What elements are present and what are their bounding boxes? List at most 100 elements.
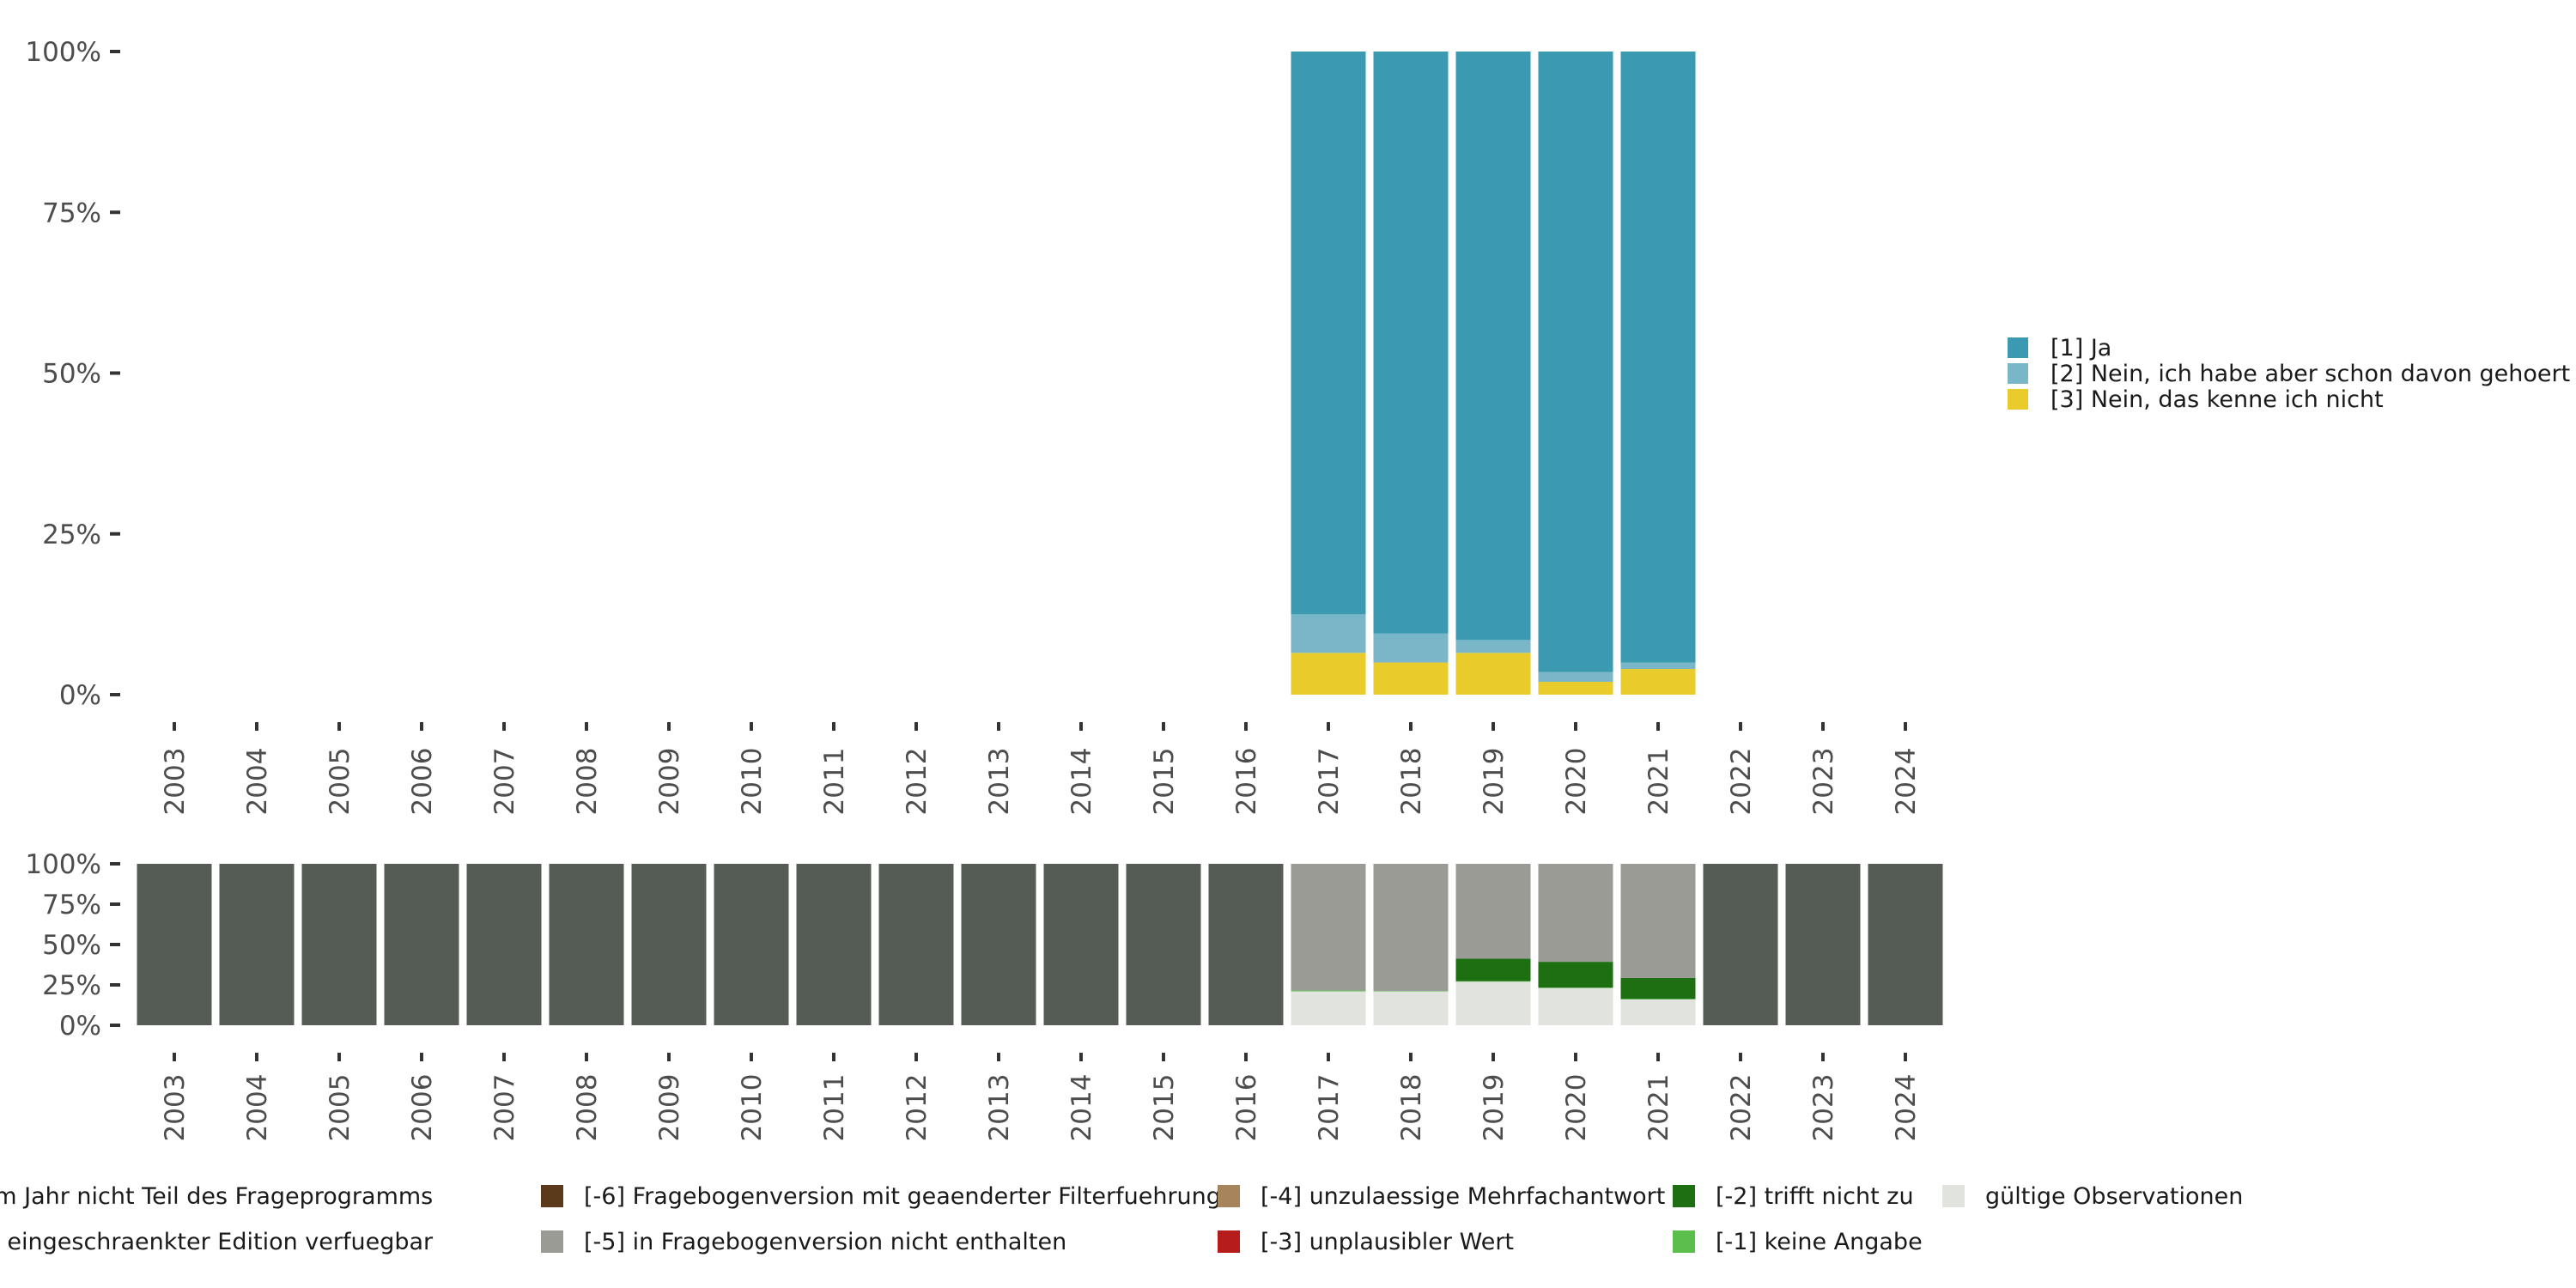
bottom-bar-2018-1-keine-angabe bbox=[1373, 990, 1449, 992]
top-x-tick-label-2013: 2013 bbox=[984, 748, 1015, 816]
bottom-bar-2011-8-frage-in-diesem-jahr-nicht-teil-des-frageprogramms bbox=[796, 864, 872, 1025]
top-x-tick-label-2014: 2014 bbox=[1066, 748, 1097, 816]
legend-right-swatch-3 bbox=[2008, 389, 2028, 410]
bottom-x-tick-label-2020: 2020 bbox=[1561, 1074, 1592, 1142]
top-x-tick-label-2007: 2007 bbox=[489, 748, 520, 816]
legend-bottom: [-8] Frage in diesem Jahr nicht Teil des… bbox=[0, 1183, 2243, 1255]
bottom-bar-2013-8-frage-in-diesem-jahr-nicht-teil-des-frageprogramms bbox=[961, 864, 1036, 1025]
top-y-tick-label: 0% bbox=[59, 680, 101, 711]
bottom-x-tick-label-2005: 2005 bbox=[325, 1074, 355, 1142]
bottom-x-tick-label-2006: 2006 bbox=[407, 1074, 438, 1142]
bottom-bar-2018-5-in-fragebogenversion-nicht-enthalten bbox=[1373, 864, 1449, 991]
legend-bottom-swatch-9 bbox=[1942, 1185, 1965, 1207]
bottom-bar-2017-g-ltige-observationen bbox=[1291, 991, 1366, 1025]
bottom-bar-2007-8-frage-in-diesem-jahr-nicht-teil-des-frageprogramms bbox=[466, 864, 542, 1025]
bottom-bar-2005-8-frage-in-diesem-jahr-nicht-teil-des-frageprogramms bbox=[301, 864, 377, 1025]
top-x-tick-label-2009: 2009 bbox=[654, 748, 685, 816]
bottom-bar-2022-8-frage-in-diesem-jahr-nicht-teil-des-frageprogramms bbox=[1703, 864, 1778, 1025]
bottom-x-tick-label-2021: 2021 bbox=[1643, 1074, 1674, 1142]
legend-right-label-2: [2] Nein, ich habe aber schon davon geho… bbox=[2050, 361, 2570, 387]
bottom-bar-2019-5-in-fragebogenversion-nicht-enthalten bbox=[1455, 864, 1531, 959]
bottom-bar-2012-8-frage-in-diesem-jahr-nicht-teil-des-frageprogramms bbox=[878, 864, 954, 1025]
bottom-x-tick-label-2016: 2016 bbox=[1231, 1074, 1262, 1142]
top-bar-2019-3-nein-das-kenne-ich-nicht bbox=[1455, 653, 1531, 695]
bottom-bar-2020-5-in-fragebogenversion-nicht-enthalten bbox=[1538, 864, 1613, 963]
bottom-bar-2017-1-keine-angabe bbox=[1291, 990, 1366, 992]
top-x-tick-label-2022: 2022 bbox=[1726, 748, 1757, 816]
top-bar-2017-2-nein-ich-habe-aber-schon-davon-gehoert bbox=[1291, 614, 1366, 653]
top-x-tick-label-2012: 2012 bbox=[902, 748, 933, 816]
top-x-tick-label-2004: 2004 bbox=[242, 748, 273, 816]
bottom-x-tick-label-2018: 2018 bbox=[1396, 1074, 1427, 1142]
bottom-y-tick-label: 100% bbox=[25, 849, 101, 880]
bottom-bar-2008-8-frage-in-diesem-jahr-nicht-teil-des-frageprogramms bbox=[549, 864, 624, 1025]
bottom-x-tick-label-2008: 2008 bbox=[572, 1074, 603, 1142]
bottom-y-tick-label: 0% bbox=[59, 1011, 101, 1042]
bottom-bar-2018-g-ltige-observationen bbox=[1373, 991, 1449, 1025]
legend-bottom-swatch-6 bbox=[1218, 1230, 1240, 1253]
top-x-tick-label-2006: 2006 bbox=[407, 748, 438, 816]
legend-bottom-label-8: [-1] keine Angabe bbox=[1716, 1229, 1923, 1255]
top-x-tick-label-2015: 2015 bbox=[1149, 748, 1180, 816]
bottom-y-tick-label: 25% bbox=[42, 970, 101, 1001]
top-x-tick-label-2019: 2019 bbox=[1479, 748, 1510, 816]
legend-bottom-swatch-7 bbox=[1673, 1185, 1695, 1207]
bottom-bar-2004-8-frage-in-diesem-jahr-nicht-teil-des-frageprogramms bbox=[219, 864, 295, 1025]
bottom-x-tick-label-2019: 2019 bbox=[1479, 1074, 1510, 1142]
top-x-tick-label-2017: 2017 bbox=[1314, 748, 1345, 816]
bottom-y-tick-label: 75% bbox=[42, 890, 101, 920]
top-bar-2017-1-ja bbox=[1291, 52, 1366, 615]
bottom-x-tick-label-2024: 2024 bbox=[1891, 1074, 1922, 1142]
bottom-bar-2014-8-frage-in-diesem-jahr-nicht-teil-des-frageprogramms bbox=[1043, 864, 1119, 1025]
bottom-bar-2021-5-in-fragebogenversion-nicht-enthalten bbox=[1620, 864, 1696, 978]
top-x-tick-label-2020: 2020 bbox=[1561, 748, 1592, 816]
top-bar-2018-1-ja bbox=[1373, 52, 1449, 634]
bottom-x-tick-label-2011: 2011 bbox=[819, 1074, 850, 1142]
top-x-tick-label-2023: 2023 bbox=[1808, 748, 1839, 816]
bottom-bar-2017-5-in-fragebogenversion-nicht-enthalten bbox=[1291, 864, 1366, 991]
top-bar-2021-1-ja bbox=[1620, 52, 1696, 663]
top-bar-2020-3-nein-das-kenne-ich-nicht bbox=[1538, 682, 1613, 695]
bottom-x-tick-label-2017: 2017 bbox=[1314, 1074, 1345, 1142]
bottom-bar-2021-g-ltige-observationen bbox=[1620, 999, 1696, 1025]
bottom-bar-2024-8-frage-in-diesem-jahr-nicht-teil-des-frageprogramms bbox=[1868, 864, 1943, 1025]
bottom-bar-2003-8-frage-in-diesem-jahr-nicht-teil-des-frageprogramms bbox=[137, 864, 212, 1025]
top-bar-2018-2-nein-ich-habe-aber-schon-davon-gehoert bbox=[1373, 633, 1449, 663]
bottom-x-tick-label-2004: 2004 bbox=[242, 1074, 273, 1142]
top-bar-2017-3-nein-das-kenne-ich-nicht bbox=[1291, 653, 1366, 695]
bottom-bar-2019-g-ltige-observationen bbox=[1455, 981, 1531, 1025]
top-x-tick-label-2003: 2003 bbox=[160, 748, 191, 816]
legend-right-label-1: [1] Ja bbox=[2050, 335, 2111, 361]
top-bar-2019-2-nein-ich-habe-aber-schon-davon-gehoert bbox=[1455, 640, 1531, 653]
bottom-x-tick-label-2022: 2022 bbox=[1726, 1074, 1757, 1142]
top-bar-2018-3-nein-das-kenne-ich-nicht bbox=[1373, 662, 1449, 695]
top-x-tick-label-2024: 2024 bbox=[1891, 748, 1922, 816]
legend-bottom-label-6: [-3] unplausibler Wert bbox=[1261, 1229, 1514, 1255]
legend-bottom-label-4: [-5] in Fragebogenversion nicht enthalte… bbox=[584, 1229, 1066, 1255]
bottom-x-tick-label-2023: 2023 bbox=[1808, 1074, 1839, 1142]
legend-bottom-swatch-5 bbox=[1218, 1185, 1240, 1207]
legend-bottom-label-5: [-4] unzulaessige Mehrfachantwort bbox=[1261, 1183, 1665, 1210]
legend-bottom-label-2: [-7] nur in weniger eingeschraenkter Edi… bbox=[0, 1229, 434, 1255]
top-bar-2019-1-ja bbox=[1455, 52, 1531, 641]
bottom-panel: 0% 25% 50% 75% 100% 2003 2004 2005 2006 2007 2008 2… bbox=[25, 849, 1943, 1142]
legend-bottom-label-3: [-6] Fragebogenversion mit geaenderter F… bbox=[584, 1183, 1221, 1210]
legend-right-swatch-2 bbox=[2008, 363, 2028, 384]
top-x-tick-label-2010: 2010 bbox=[737, 748, 768, 816]
legend-bottom-swatch-3 bbox=[541, 1185, 563, 1207]
top-x-tick-label-2018: 2018 bbox=[1396, 748, 1427, 816]
top-bar-2020-1-ja bbox=[1538, 52, 1613, 672]
bottom-bar-2019-2-trifft-nicht-zu bbox=[1455, 958, 1531, 981]
bottom-bar-2020-1-keine-angabe bbox=[1538, 987, 1613, 988]
bottom-bar-2010-8-frage-in-diesem-jahr-nicht-teil-des-frageprogramms bbox=[714, 864, 789, 1025]
legend-right: [1] Ja[2] Nein, ich habe aber schon davo… bbox=[2008, 335, 2570, 413]
top-x-tick-label-2016: 2016 bbox=[1231, 748, 1262, 816]
top-x-tick-label-2008: 2008 bbox=[572, 748, 603, 816]
bottom-y-tick-label: 50% bbox=[42, 930, 101, 961]
top-bar-2020-2-nein-ich-habe-aber-schon-davon-gehoert bbox=[1538, 671, 1613, 683]
top-x-tick-label-2005: 2005 bbox=[325, 748, 355, 816]
legend-bottom-label-1: [-8] Frage in diesem Jahr nicht Teil des… bbox=[0, 1183, 433, 1210]
top-y-tick-label: 25% bbox=[42, 519, 101, 550]
top-y-tick-label: 75% bbox=[42, 197, 101, 228]
